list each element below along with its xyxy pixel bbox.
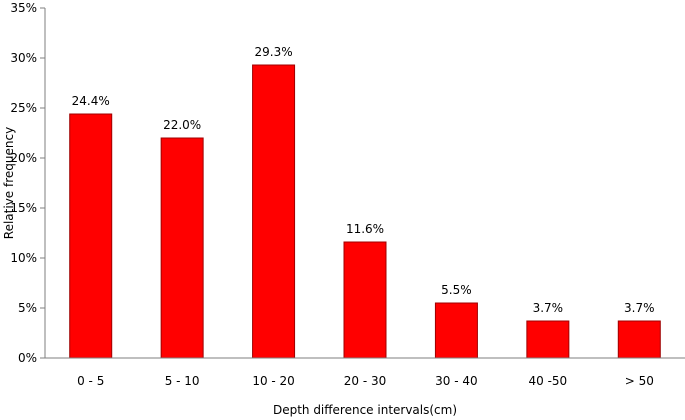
data-labels: 24.4% 22.0% 29.3% 11.6% 5.5% 3.7% 3.7% (72, 45, 655, 315)
data-label: 3.7% (624, 301, 655, 315)
bar (617, 320, 661, 359)
bar (526, 320, 570, 359)
x-axis-ticks: 0 - 5 5 - 10 10 - 20 20 - 30 30 - 40 40 -50 > … (77, 374, 654, 388)
y-axis-ticks: 0% 5% 10% 15% 20% 25% 30% 35% (10, 1, 45, 365)
bars (69, 64, 661, 359)
data-label: 5.5% (441, 283, 472, 297)
data-label: 24.4% (72, 94, 110, 108)
y-tick-label: 30% (10, 51, 37, 65)
bar (160, 137, 204, 359)
data-label: 29.3% (255, 45, 293, 59)
x-tick-label: > 50 (625, 374, 654, 388)
y-axis-title: Relative frequency (2, 127, 16, 239)
x-tick-label: 20 - 30 (344, 374, 387, 388)
bar (252, 64, 296, 359)
y-tick-label: 0% (18, 351, 37, 365)
data-label: 22.0% (163, 118, 201, 132)
y-tick-label: 15% (10, 201, 37, 215)
x-tick-label: 10 - 20 (252, 374, 295, 388)
data-label: 11.6% (346, 222, 384, 236)
bar (343, 241, 387, 359)
bar (434, 302, 478, 359)
y-tick-label: 35% (10, 1, 37, 15)
x-axis-title: Depth difference intervals(cm) (273, 403, 457, 417)
bar (69, 113, 113, 359)
data-label: 3.7% (533, 301, 564, 315)
y-tick-label: 5% (18, 301, 37, 315)
y-tick-label: 10% (10, 251, 37, 265)
x-tick-label: 40 -50 (529, 374, 568, 388)
y-tick-label: 20% (10, 151, 37, 165)
y-tick-label: 25% (10, 101, 37, 115)
x-tick-label: 5 - 10 (165, 374, 200, 388)
x-tick-label: 30 - 40 (435, 374, 478, 388)
x-tick-label: 0 - 5 (77, 374, 104, 388)
